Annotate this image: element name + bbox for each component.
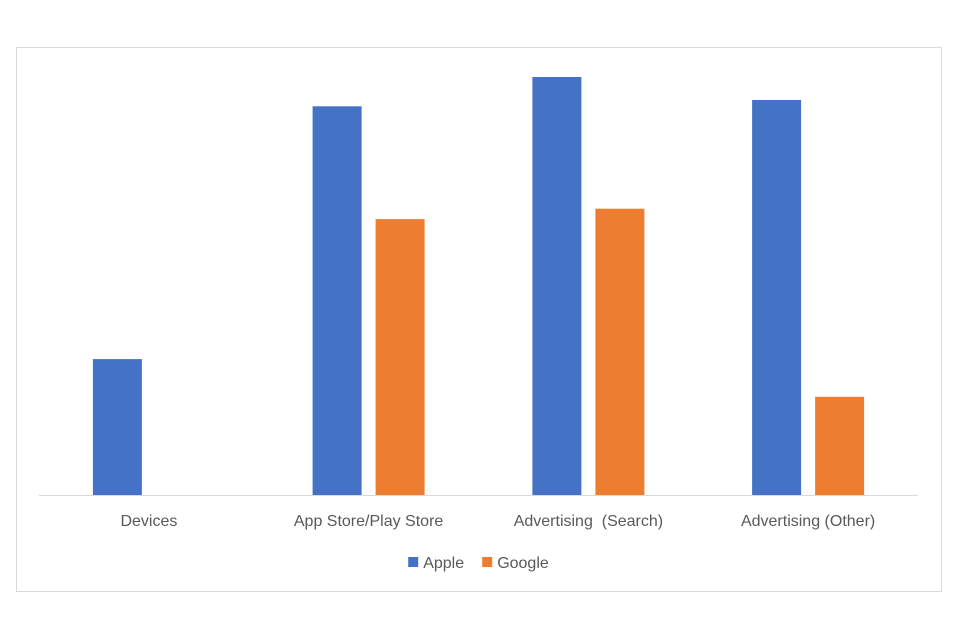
category-label: Devices (120, 513, 177, 530)
legend-label-apple: Apple (423, 555, 464, 572)
bar-apple-2 (532, 77, 582, 495)
legend-label-google: Google (497, 555, 549, 572)
bar-google-3 (815, 396, 865, 495)
legend: Apple Google (408, 555, 549, 572)
bar-apple-3 (752, 100, 802, 495)
bar-apple-1 (312, 106, 362, 496)
legend-swatch-google (482, 557, 493, 567)
legend-item-apple: Apple (408, 555, 464, 572)
category-labels: Devices App Store/Play Store Advertising (… (120, 513, 875, 530)
bars-group (92, 77, 865, 496)
bar-apple-0 (92, 359, 142, 495)
legend-item-google: Google (482, 555, 549, 572)
category-label: Advertising (Other) (741, 513, 875, 530)
category-label: Advertising (Search) (514, 513, 663, 530)
category-label: App Store/Play Store (294, 513, 444, 530)
legend-swatch-apple (408, 557, 419, 567)
bar-google-2 (595, 208, 645, 495)
bar-google-1 (375, 219, 425, 495)
